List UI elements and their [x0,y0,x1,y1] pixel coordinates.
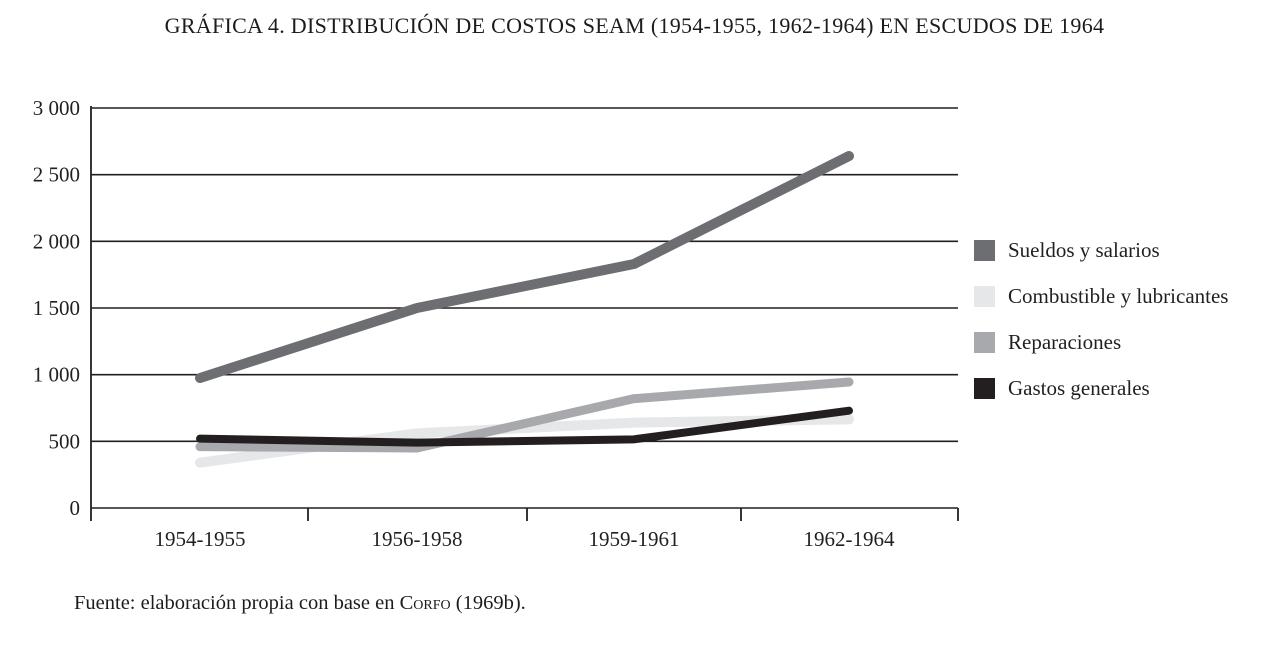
legend-swatch [974,239,995,261]
source-note-prefix: Fuente: elaboración propia con base en [74,592,400,614]
source-note-suffix: (1969b). [450,592,526,614]
y-axis-label: 2 000 [33,229,80,253]
legend-item: Gastos generales [974,377,1228,399]
legend-swatch [974,285,995,307]
chart-legend: Sueldos y salarios Combustible y lubrican… [974,239,1228,399]
source-note: Fuente: elaboración propia con base en C… [74,592,526,615]
y-axis-label: 0 [70,496,81,520]
chart-title: GRÁFICA 4. DISTRIBUCIÓN DE COSTOS SEAM (… [164,13,1105,38]
legend-item: Reparaciones [974,331,1228,353]
series-line-gastos-generales [196,406,853,447]
x-axis-label: 1959-1961 [589,527,680,551]
x-axis-label: 1962-1964 [804,527,895,551]
y-axis-label: 2 500 [33,163,80,187]
y-axis-label: 500 [49,429,81,453]
legend-swatch [974,331,995,353]
legend-swatch [974,377,995,399]
y-axis-label: 1 000 [33,363,80,387]
series-line-reparaciones [195,377,854,453]
y-axis-label: 3 000 [33,96,80,120]
legend-label: Reparaciones [1008,330,1122,354]
legend-label: Combustible y lubricantes [1008,284,1229,308]
x-axis-label: 1956-1958 [372,527,463,551]
source-note-org: Corfo [399,592,451,614]
y-axis-label: 1 500 [33,296,80,320]
legend-item: Combustible y lubricantes [974,285,1228,307]
legend-label: Sueldos y salarios [1008,238,1160,262]
legend-item: Sueldos y salarios [974,239,1228,261]
x-axis-label: 1954-1955 [155,527,246,551]
series-line-sueldos-y-salarios [195,151,854,383]
legend-label: Gastos generales [1008,376,1150,400]
